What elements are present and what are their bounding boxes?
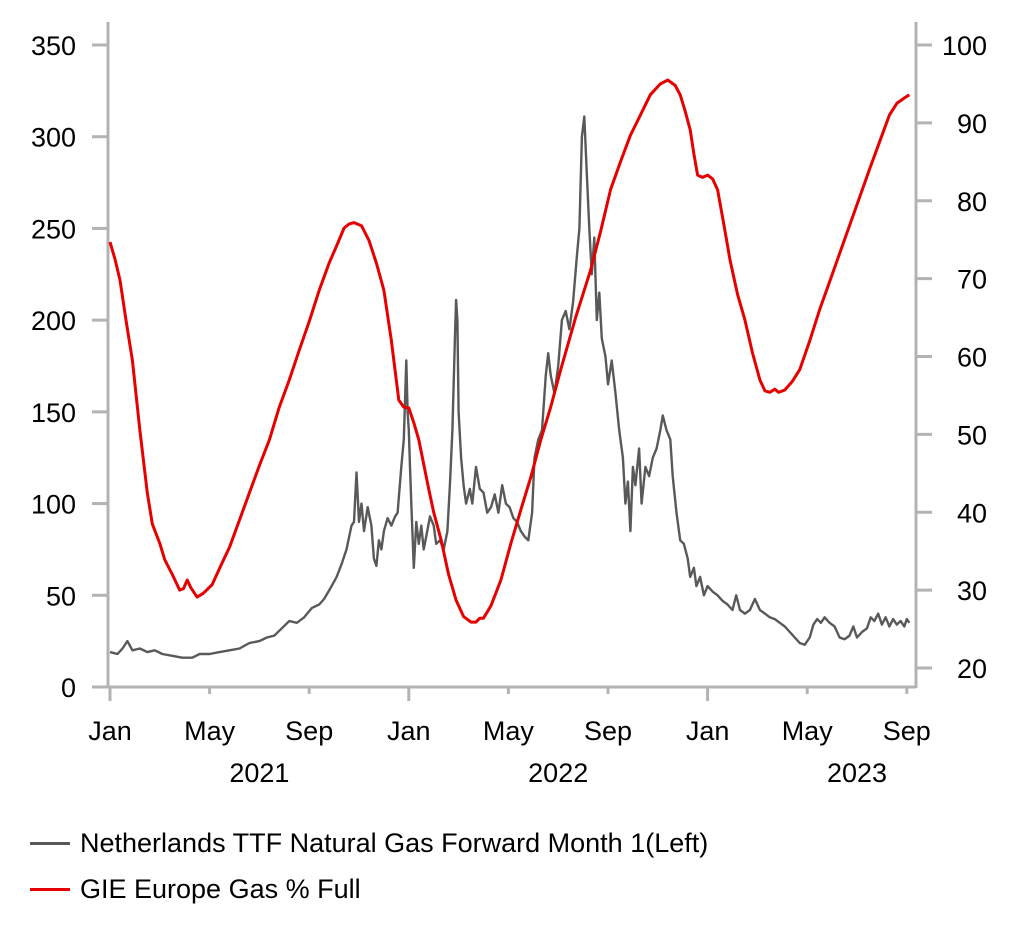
series-layer <box>108 78 911 659</box>
legend-label-ttf: Netherlands TTF Natural Gas Forward Mont… <box>80 827 709 858</box>
right-axis-tick-label: 70 <box>957 265 987 295</box>
left-axis-tick-label: 300 <box>31 123 76 153</box>
legend-item-gie: GIE Europe Gas % Full <box>30 866 708 912</box>
labels: 0 50 100 150 200 250 300 350 20 30 40 50 60 70 80 90 100… <box>31 31 987 788</box>
x-axis-tick-label: May <box>184 716 236 746</box>
x-axis-tick-label: Jan <box>88 716 132 746</box>
x-axis-year-label: 2023 <box>827 758 887 788</box>
right-axis-tick-label: 20 <box>957 654 987 684</box>
x-axis-tick-label: Sep <box>285 716 333 746</box>
right-axis-tick-label: 50 <box>957 420 987 450</box>
right-axis-tick-label: 90 <box>957 109 987 139</box>
legend-label-gie: GIE Europe Gas % Full <box>80 873 361 904</box>
x-axis-tick-label: May <box>483 716 535 746</box>
right-axis-tick-label: 30 <box>957 576 987 606</box>
x-axis-tick-label: May <box>782 716 834 746</box>
left-axis-tick-label: 50 <box>46 581 76 611</box>
series-gie-line <box>108 78 911 624</box>
right-axis-tick-label: 100 <box>942 31 987 61</box>
right-axis-tick-label: 40 <box>957 498 987 528</box>
left-axis-tick-label: 0 <box>61 673 76 703</box>
left-axis-tick-label: 250 <box>31 214 76 244</box>
x-axis-tick-label: Sep <box>883 716 931 746</box>
legend-item-ttf: Netherlands TTF Natural Gas Forward Mont… <box>30 820 708 866</box>
x-axis-tick-label: Jan <box>686 716 730 746</box>
left-axis-tick-label: 100 <box>31 490 76 520</box>
chart: 0 50 100 150 200 250 300 350 20 30 40 50 60 70 80 90 100… <box>31 22 987 788</box>
x-axis-year-label: 2021 <box>229 758 289 788</box>
right-axis-tick-label: 60 <box>957 343 987 373</box>
left-axis-tick-label: 200 <box>31 306 76 336</box>
legend-swatch-ttf <box>30 841 70 845</box>
left-axis-tick-label: 150 <box>31 398 76 428</box>
x-axis-year-label: 2022 <box>528 758 588 788</box>
x-axis-tick-label: Sep <box>584 716 632 746</box>
legend-swatch-gie <box>30 887 70 891</box>
axes <box>92 22 932 701</box>
series-ttf-line <box>109 115 911 659</box>
x-axis-tick-label: Jan <box>387 716 431 746</box>
right-axis-tick-label: 80 <box>957 187 987 217</box>
left-axis-tick-label: 350 <box>31 31 76 61</box>
legend: Netherlands TTF Natural Gas Forward Mont… <box>30 820 708 912</box>
